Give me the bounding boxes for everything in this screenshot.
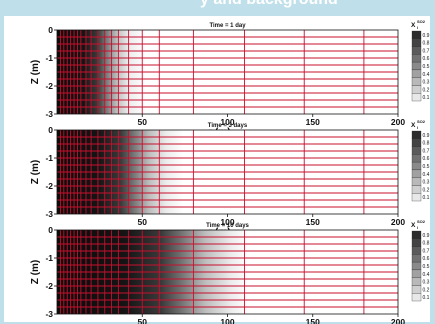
x-tick-label: 150 xyxy=(306,117,320,127)
colorbar-subscript: l xyxy=(417,225,418,230)
colorbar-swatch xyxy=(411,161,422,171)
colorbar-tick-label: 0.6 xyxy=(423,256,430,262)
colorbar-swatch xyxy=(411,154,422,163)
y-axis-label: Z (m) xyxy=(30,60,41,84)
colorbar-tick-label: 0.9 xyxy=(423,233,430,239)
y-tick-label: 0 xyxy=(48,225,53,235)
colorbar-tick-label: 0.1 xyxy=(423,195,430,201)
colorbar-tick-label: 0.3 xyxy=(423,280,430,286)
x-tick-label: 50 xyxy=(138,117,148,127)
colorbar-tick-label: 0.8 xyxy=(423,41,430,47)
y-tick-label: 0 xyxy=(48,125,53,135)
colorbar-tick-label: 0.8 xyxy=(423,241,430,247)
colorbar-tick-label: 0.6 xyxy=(423,156,430,162)
colorbar-swatch xyxy=(411,77,422,86)
y-tick-label: -2 xyxy=(45,281,53,291)
colorbar-swatch xyxy=(411,193,422,202)
colorbar-swatch xyxy=(411,254,422,263)
colorbar-swatch xyxy=(411,169,422,178)
page-title-fragment: y and background xyxy=(0,0,435,16)
panel-title: Time = 1 day xyxy=(209,23,246,29)
colorbar-tick-label: 0.1 xyxy=(423,295,430,301)
colorbar-title: X xyxy=(411,22,416,29)
colorbar-title: X xyxy=(411,122,416,129)
x-tick-label: 50 xyxy=(138,317,148,324)
colorbar-superscript: SO2 xyxy=(417,19,426,24)
colorbar-tick-label: 0.5 xyxy=(423,264,430,270)
colorbar-swatch xyxy=(411,293,422,302)
page-title-text: y and background xyxy=(200,0,338,9)
colorbar-tick-label: 0.3 xyxy=(423,180,430,186)
colorbar-tick-label: 0.2 xyxy=(423,287,430,293)
x-tick-label: 100 xyxy=(220,117,234,127)
colorbar-swatch xyxy=(411,93,422,102)
colorbar-swatch xyxy=(411,238,422,247)
y-tick-label: -2 xyxy=(45,181,53,191)
panel-title: Time = 3 days xyxy=(208,123,248,129)
colorbar-swatch xyxy=(411,30,422,39)
y-tick-label: 0 xyxy=(48,25,53,35)
colorbar-tick-label: 0.7 xyxy=(423,48,430,54)
colorbar-tick-label: 0.3 xyxy=(423,80,430,86)
colorbar-swatch xyxy=(411,277,422,286)
colorbar-superscript: SO2 xyxy=(417,219,426,224)
y-tick-label: -2 xyxy=(45,81,53,91)
colorbar-tick-label: 0.5 xyxy=(423,64,430,70)
colorbar-tick-label: 0.2 xyxy=(423,87,430,93)
colorbar-tick-label: 0.9 xyxy=(423,133,430,139)
colorbar-tick-label: 0.4 xyxy=(423,172,430,178)
colorbar-swatch xyxy=(411,130,422,139)
colorbar-tick-label: 0.6 xyxy=(423,56,430,62)
y-tick-label: -3 xyxy=(45,109,53,119)
colorbar-subscript: l xyxy=(417,25,418,30)
x-tick-label: 150 xyxy=(306,317,320,324)
colorbar-tick-label: 0.1 xyxy=(423,95,430,101)
y-axis-label: Z (m) xyxy=(30,160,41,184)
y-tick-label: -1 xyxy=(45,253,53,263)
x-tick-label: 200 xyxy=(391,117,405,127)
y-tick-label: -1 xyxy=(45,53,53,63)
colorbar-subscript: l xyxy=(417,125,418,130)
x-tick-label: 150 xyxy=(306,217,320,227)
colorbar-swatch xyxy=(411,85,422,94)
colorbar-title: X xyxy=(411,222,416,229)
colorbar-swatch xyxy=(411,61,422,71)
colorbar-swatch xyxy=(411,230,422,239)
y-tick-label: -1 xyxy=(45,153,53,163)
x-tick-label: 50 xyxy=(138,217,148,227)
x-tick-label: 200 xyxy=(391,217,405,227)
colorbar-tick-label: 0.8 xyxy=(423,141,430,147)
colorbar-tick-label: 0.4 xyxy=(423,272,430,278)
y-tick-label: -3 xyxy=(45,309,53,319)
x-tick-label: 200 xyxy=(391,317,405,324)
y-axis-label: Z (m) xyxy=(30,260,41,284)
y-tick-label: -3 xyxy=(45,209,53,219)
colorbar-swatch xyxy=(411,177,422,186)
panel-title: Time = 10 days xyxy=(206,223,249,229)
colorbar-swatch xyxy=(411,69,422,78)
colorbar-tick-label: 0.4 xyxy=(423,72,430,78)
colorbar-tick-label: 0.2 xyxy=(423,187,430,193)
x-tick-label: 100 xyxy=(220,217,234,227)
colorbar-tick-label: 0.7 xyxy=(423,248,430,254)
colorbar-swatch xyxy=(411,261,422,271)
colorbar-tick-label: 0.5 xyxy=(423,164,430,170)
colorbar-tick-label: 0.9 xyxy=(423,33,430,39)
colorbar-swatch xyxy=(411,185,422,194)
x-tick-label: 100 xyxy=(220,317,234,324)
colorbar-superscript: SO2 xyxy=(417,119,426,124)
colorbar-swatch xyxy=(411,38,422,47)
colorbar-swatch xyxy=(411,54,422,63)
colorbar-swatch xyxy=(411,246,422,255)
colorbar-tick-label: 0.7 xyxy=(423,148,430,154)
colorbar-swatch xyxy=(411,146,422,155)
colorbar-swatch xyxy=(411,285,422,294)
colorbar-swatch xyxy=(411,46,422,55)
colorbar-swatch xyxy=(411,269,422,278)
colorbar-swatch xyxy=(411,138,422,147)
